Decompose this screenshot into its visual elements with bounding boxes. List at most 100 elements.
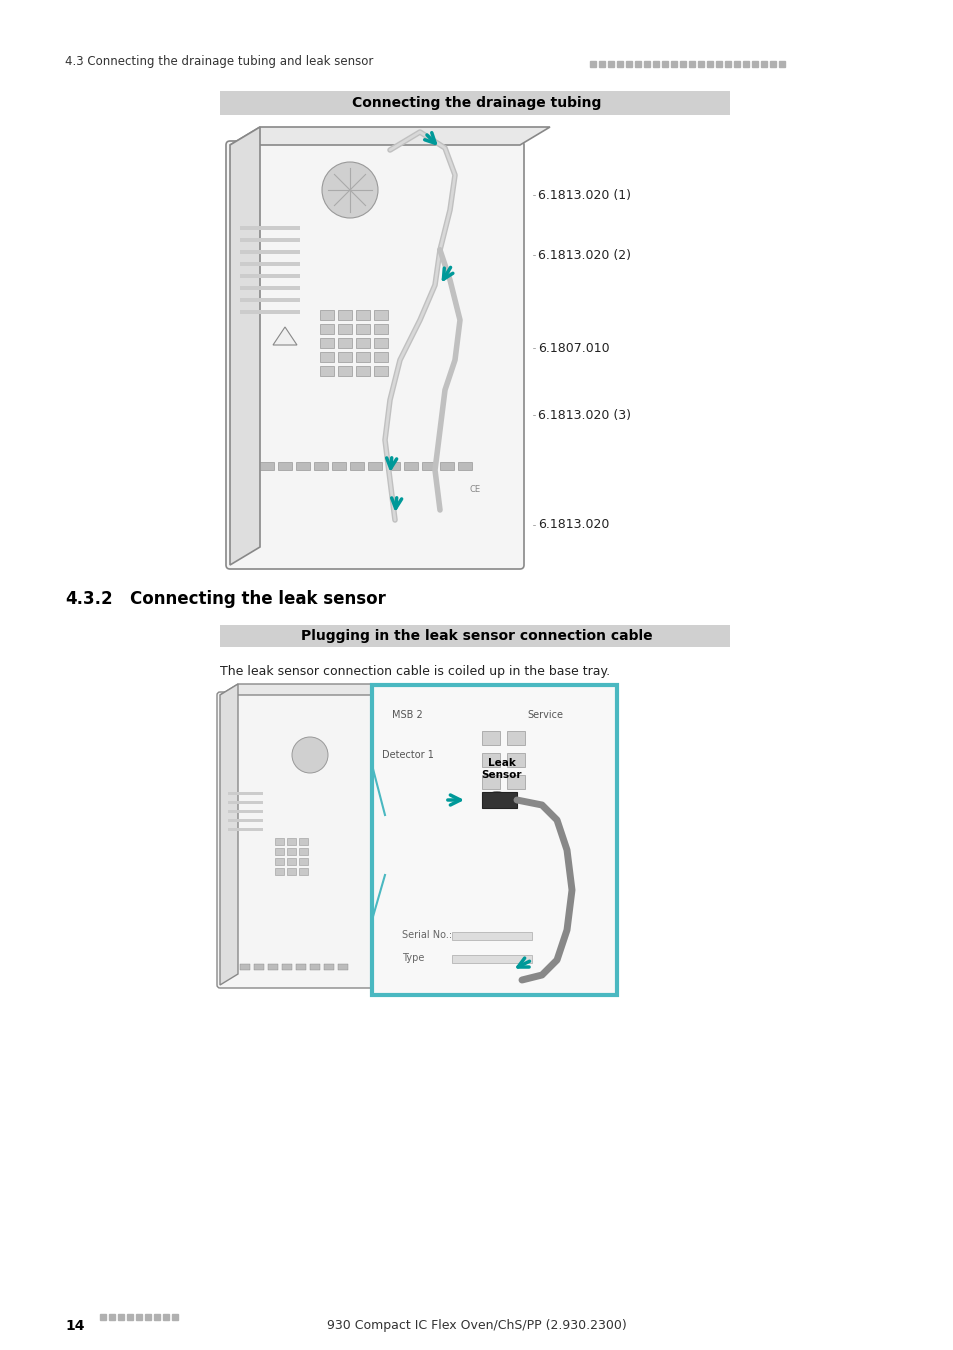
Polygon shape (273, 327, 296, 346)
Bar (760, 61, 766, 68)
Bar (679, 61, 685, 68)
Bar (421, 462, 436, 470)
Bar (769, 61, 775, 68)
Text: 14: 14 (65, 1319, 85, 1332)
Bar (145, 1314, 151, 1320)
Bar (374, 310, 388, 320)
Text: 4.3 Connecting the drainage tubing and leak sensor: 4.3 Connecting the drainage tubing and l… (65, 55, 373, 69)
Text: The leak sensor connection cable is coiled up in the base tray.: The leak sensor connection cable is coil… (220, 666, 610, 678)
Bar (240, 286, 299, 290)
Bar (481, 775, 499, 788)
Text: 6.1813.020 (2): 6.1813.020 (2) (537, 248, 630, 262)
Bar (153, 1314, 160, 1320)
Bar (724, 61, 730, 68)
Bar (319, 352, 334, 362)
Bar (228, 810, 263, 813)
Bar (163, 1314, 169, 1320)
Bar (688, 61, 695, 68)
Bar (324, 964, 334, 971)
Bar (355, 310, 370, 320)
Bar (109, 1314, 115, 1320)
Bar (617, 61, 622, 68)
Bar (355, 324, 370, 333)
Bar (240, 250, 299, 254)
Bar (337, 964, 348, 971)
FancyBboxPatch shape (220, 625, 729, 647)
Bar (240, 225, 299, 230)
Text: Type: Type (401, 953, 424, 963)
Bar (625, 61, 631, 68)
Bar (439, 462, 454, 470)
Bar (481, 730, 499, 745)
Bar (457, 462, 472, 470)
Bar (319, 324, 334, 333)
Bar (670, 61, 677, 68)
Text: Leak
Sensor: Leak Sensor (481, 757, 521, 780)
Bar (274, 868, 284, 875)
Bar (652, 61, 659, 68)
Text: 6.1813.020 (3): 6.1813.020 (3) (537, 409, 630, 421)
Bar (368, 462, 381, 470)
Bar (240, 964, 250, 971)
Bar (172, 1314, 178, 1320)
Bar (716, 61, 721, 68)
Bar (635, 61, 640, 68)
Text: Connecting the leak sensor: Connecting the leak sensor (130, 590, 385, 608)
Bar (374, 352, 388, 362)
Circle shape (322, 162, 377, 217)
Bar (374, 338, 388, 348)
Bar (314, 462, 328, 470)
Bar (298, 868, 308, 875)
FancyBboxPatch shape (216, 693, 388, 988)
Bar (589, 61, 596, 68)
Bar (287, 838, 295, 845)
FancyBboxPatch shape (220, 90, 729, 115)
Bar (319, 366, 334, 377)
Text: Connecting the drainage tubing: Connecting the drainage tubing (352, 96, 601, 109)
Text: 6.1807.010: 6.1807.010 (537, 342, 609, 355)
Text: CE: CE (469, 486, 480, 494)
Bar (240, 310, 299, 315)
Bar (260, 462, 274, 470)
Bar (228, 828, 263, 832)
Bar (355, 366, 370, 377)
Bar (742, 61, 748, 68)
Bar (337, 324, 352, 333)
Text: Detector 1: Detector 1 (381, 751, 434, 760)
Text: MSB 2: MSB 2 (392, 710, 422, 720)
Bar (282, 964, 292, 971)
Bar (374, 366, 388, 377)
Bar (295, 462, 310, 470)
Polygon shape (220, 684, 402, 695)
Bar (481, 792, 517, 809)
Bar (228, 819, 263, 822)
Bar (319, 310, 334, 320)
Bar (274, 848, 284, 855)
Bar (643, 61, 649, 68)
Bar (127, 1314, 132, 1320)
Bar (403, 462, 417, 470)
Bar (298, 848, 308, 855)
Bar (287, 848, 295, 855)
Bar (298, 838, 308, 845)
Bar (350, 462, 364, 470)
Bar (240, 262, 299, 266)
Bar (355, 338, 370, 348)
Text: Plugging in the leak sensor connection cable: Plugging in the leak sensor connection c… (301, 629, 652, 643)
Bar (607, 61, 614, 68)
Bar (287, 859, 295, 865)
Bar (274, 859, 284, 865)
Text: 4.3.2: 4.3.2 (65, 590, 112, 608)
Bar (374, 324, 388, 333)
Bar (706, 61, 712, 68)
Bar (506, 730, 524, 745)
FancyBboxPatch shape (226, 140, 523, 568)
Bar (332, 462, 346, 470)
Bar (337, 366, 352, 377)
Bar (779, 61, 784, 68)
Bar (310, 964, 319, 971)
Bar (228, 801, 263, 805)
Bar (240, 298, 299, 302)
Bar (698, 61, 703, 68)
Bar (298, 859, 308, 865)
